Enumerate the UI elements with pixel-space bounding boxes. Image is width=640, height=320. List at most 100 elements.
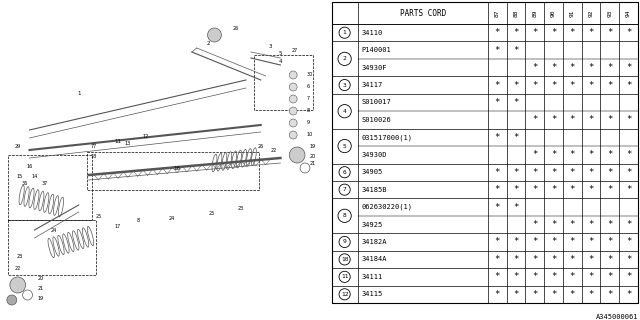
Text: *: * — [532, 28, 538, 37]
Text: 8: 8 — [307, 108, 310, 114]
Text: *: * — [570, 28, 575, 37]
Text: 34115: 34115 — [362, 291, 383, 297]
Text: *: * — [626, 220, 631, 229]
Text: 34925: 34925 — [362, 221, 383, 228]
Text: 93: 93 — [607, 9, 612, 17]
Text: 7: 7 — [343, 187, 346, 192]
Text: *: * — [626, 150, 631, 159]
Text: *: * — [588, 168, 594, 177]
Text: 2: 2 — [207, 41, 211, 46]
Text: *: * — [626, 63, 631, 72]
Text: 031517000(1): 031517000(1) — [362, 134, 413, 140]
Text: *: * — [532, 81, 538, 90]
Circle shape — [289, 71, 297, 79]
Text: 34117: 34117 — [362, 82, 383, 88]
Text: *: * — [495, 272, 500, 281]
Text: 34111: 34111 — [362, 274, 383, 280]
Text: 8: 8 — [343, 213, 346, 218]
Text: 90: 90 — [551, 9, 556, 17]
Text: 34905: 34905 — [362, 169, 383, 175]
Text: 11: 11 — [341, 274, 348, 279]
Text: *: * — [607, 237, 612, 246]
Text: 34930D: 34930D — [362, 152, 387, 158]
Text: 92: 92 — [589, 9, 593, 17]
Circle shape — [289, 107, 297, 115]
Text: PARTS CORD: PARTS CORD — [399, 9, 446, 18]
Text: 5: 5 — [278, 51, 282, 56]
Text: *: * — [570, 150, 575, 159]
Text: *: * — [570, 290, 575, 299]
Text: *: * — [570, 168, 575, 177]
Text: 20: 20 — [310, 154, 316, 159]
Text: *: * — [513, 185, 518, 194]
Text: 12: 12 — [143, 134, 148, 139]
Text: *: * — [588, 150, 594, 159]
Text: 16: 16 — [26, 164, 33, 169]
Text: *: * — [513, 98, 518, 107]
Text: 18: 18 — [90, 154, 97, 159]
Text: *: * — [532, 255, 538, 264]
Text: 11: 11 — [115, 139, 122, 144]
Text: *: * — [607, 81, 612, 90]
Text: *: * — [532, 237, 538, 246]
Text: 9: 9 — [343, 239, 346, 244]
Text: *: * — [626, 81, 631, 90]
Text: *: * — [607, 28, 612, 37]
Text: 16: 16 — [173, 166, 180, 171]
Text: *: * — [626, 290, 631, 299]
Bar — [8, 155, 92, 220]
Text: *: * — [588, 185, 594, 194]
Text: *: * — [551, 185, 556, 194]
Circle shape — [289, 95, 297, 103]
Text: *: * — [626, 185, 631, 194]
Text: 22: 22 — [15, 266, 21, 271]
Text: 12: 12 — [341, 292, 348, 297]
Text: *: * — [607, 290, 612, 299]
Text: *: * — [532, 116, 538, 124]
Text: 4: 4 — [278, 59, 282, 64]
Text: *: * — [513, 272, 518, 281]
Text: *: * — [513, 203, 518, 212]
Text: 14: 14 — [31, 174, 38, 179]
Text: 24: 24 — [169, 216, 175, 221]
Text: *: * — [551, 290, 556, 299]
Text: *: * — [607, 116, 612, 124]
Text: 91: 91 — [570, 9, 575, 17]
Text: *: * — [495, 46, 500, 55]
Text: *: * — [551, 168, 556, 177]
Text: *: * — [588, 255, 594, 264]
Circle shape — [289, 83, 297, 91]
Text: 27: 27 — [292, 48, 298, 53]
Text: *: * — [495, 255, 500, 264]
Text: *: * — [513, 28, 518, 37]
Text: *: * — [513, 168, 518, 177]
Text: *: * — [588, 272, 594, 281]
Text: 20: 20 — [37, 276, 44, 281]
Circle shape — [207, 28, 221, 42]
Text: 88: 88 — [513, 9, 518, 17]
Text: 7: 7 — [307, 97, 310, 101]
Text: *: * — [570, 81, 575, 90]
Text: *: * — [607, 150, 612, 159]
Text: *: * — [532, 220, 538, 229]
Text: *: * — [532, 185, 538, 194]
Text: *: * — [495, 203, 500, 212]
Text: 1: 1 — [77, 91, 81, 96]
Text: *: * — [513, 237, 518, 246]
Text: *: * — [626, 255, 631, 264]
Text: *: * — [551, 255, 556, 264]
Text: 13: 13 — [125, 141, 131, 146]
Text: *: * — [551, 220, 556, 229]
Text: 21: 21 — [37, 286, 44, 291]
Text: *: * — [495, 185, 500, 194]
Text: S010017: S010017 — [362, 100, 392, 106]
Text: *: * — [626, 116, 631, 124]
Text: 94: 94 — [626, 9, 631, 17]
Bar — [8, 220, 97, 275]
Text: 9: 9 — [307, 121, 310, 125]
Text: *: * — [588, 28, 594, 37]
Text: *: * — [551, 81, 556, 90]
Text: 22: 22 — [270, 148, 276, 153]
Text: 10: 10 — [307, 132, 313, 138]
Text: *: * — [626, 272, 631, 281]
